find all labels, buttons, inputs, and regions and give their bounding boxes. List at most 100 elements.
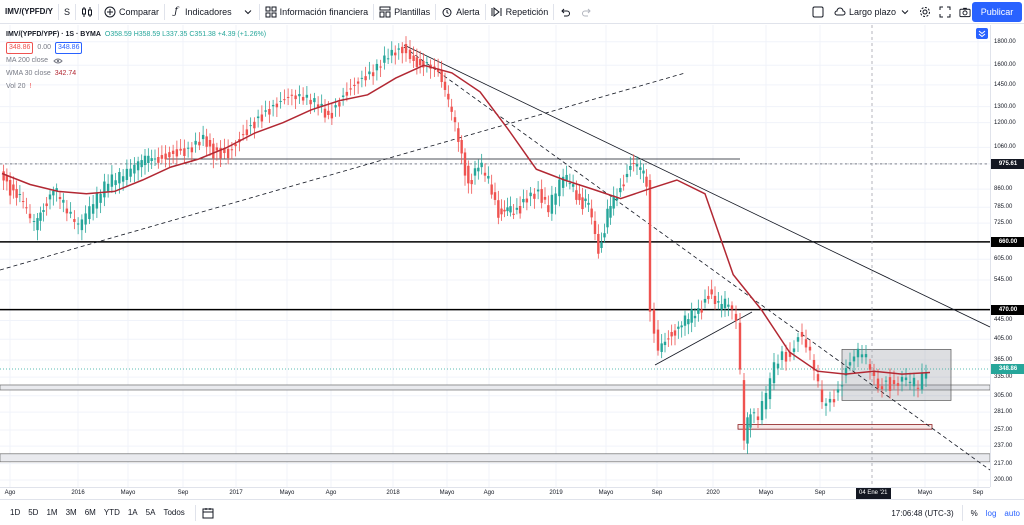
- publish-button[interactable]: Publicar: [972, 2, 1022, 22]
- wma-legend-row[interactable]: WMA 30 close 342.74: [6, 67, 266, 80]
- candle-body: [88, 206, 91, 220]
- buy-button[interactable]: 348.86: [55, 41, 83, 54]
- candle-body: [91, 204, 95, 214]
- range-button[interactable]: 1M: [46, 508, 58, 517]
- candle-body: [756, 416, 760, 421]
- candle-body: [856, 348, 860, 358]
- chart-type-button[interactable]: [76, 0, 98, 24]
- bottom-zone: [0, 453, 990, 463]
- crosshair-date-label: 04 Ene '21: [856, 488, 891, 499]
- plus-circle-icon: [104, 6, 116, 18]
- candle-body: [175, 149, 179, 157]
- undo-button[interactable]: [554, 0, 576, 24]
- vol-label: Vol 20: [6, 83, 26, 90]
- candle-body: [547, 205, 550, 213]
- price-chart[interactable]: [0, 25, 990, 487]
- price-tick-label: 200.00: [994, 476, 1013, 483]
- symbol-search-button[interactable]: IMV/(YPFD/Y: [0, 0, 58, 24]
- candle-body: [32, 220, 36, 222]
- camera-icon[interactable]: [959, 6, 971, 18]
- log-toggle[interactable]: log: [985, 508, 997, 518]
- price-tick-label: 785.00: [994, 204, 1013, 211]
- range-button[interactable]: 5D: [28, 508, 39, 517]
- chart-legend: IMV/(YPFD/YPF) · 1S · BYMA O358.59 H358.…: [6, 28, 266, 93]
- function-icon: ƒ: [174, 6, 178, 17]
- price-tick-label: 1060.00: [994, 144, 1016, 151]
- candle-body: [742, 380, 746, 441]
- candle-body: [784, 351, 788, 362]
- clock-label[interactable]: 17:06:48 (UTC-3): [891, 508, 954, 518]
- candle-body: [522, 198, 525, 203]
- range-button[interactable]: Todos: [163, 508, 185, 517]
- goto-date-icon[interactable]: [202, 507, 214, 519]
- financials-button[interactable]: Información financiera: [260, 0, 374, 24]
- candle-body: [619, 187, 622, 193]
- candle-body: [900, 376, 904, 382]
- candle-body: [518, 206, 522, 214]
- candle-body: [904, 377, 908, 381]
- redo-button[interactable]: [576, 0, 598, 24]
- compare-button[interactable]: Comparar: [99, 0, 164, 24]
- indicators-dropdown[interactable]: [237, 0, 259, 24]
- time-axis[interactable]: Ago 2016 Mayo Sep 2017 Mayo Ago 2018 Mayo Ago 2019…: [0, 487, 990, 499]
- candle-body: [234, 144, 237, 147]
- undo-icon: [559, 6, 571, 18]
- toolbar-divider: [58, 3, 60, 20]
- candle-body: [249, 125, 252, 127]
- fullscreen-icon[interactable]: [939, 6, 951, 18]
- toolbar-divider: [484, 3, 486, 20]
- candle-body: [443, 81, 447, 90]
- percent-toggle[interactable]: %: [970, 508, 978, 518]
- chevron-down-icon: [899, 6, 911, 18]
- spread-value: 0.00: [37, 44, 52, 51]
- candle-body: [223, 148, 226, 154]
- range-button[interactable]: 3M: [65, 508, 77, 517]
- sell-button[interactable]: 348.86: [6, 41, 34, 54]
- candle-body: [540, 189, 543, 203]
- candle-body: [256, 116, 260, 119]
- candle-body: [710, 289, 713, 295]
- range-button[interactable]: 6M: [84, 508, 96, 517]
- replay-button[interactable]: Repetición: [486, 0, 554, 24]
- candle-body: [888, 377, 892, 391]
- chart-options-button[interactable]: [976, 28, 988, 39]
- warning-icon[interactable]: !: [29, 83, 32, 90]
- candle-body: [157, 157, 160, 163]
- fullscreen-checkbox-icon[interactable]: [812, 6, 824, 18]
- eye-icon[interactable]: [52, 55, 64, 67]
- candle-body: [412, 55, 415, 61]
- candle-body: [752, 412, 756, 414]
- indicators-button[interactable]: ƒ Indicadores: [165, 0, 237, 24]
- range-button[interactable]: 1A: [127, 508, 138, 517]
- candle-body: [341, 95, 345, 97]
- gear-icon[interactable]: [919, 6, 931, 18]
- auto-toggle[interactable]: auto: [1004, 508, 1020, 518]
- alert-button[interactable]: Alerta: [436, 0, 485, 24]
- dashed-downtrend-line: [403, 46, 990, 471]
- support-zone: [0, 384, 990, 391]
- candle-body: [840, 385, 844, 387]
- candle-body: [65, 208, 69, 214]
- interval-button[interactable]: S: [59, 0, 75, 24]
- legend-title[interactable]: IMV/(YPFD/YPF) · 1S · BYMA: [6, 31, 101, 38]
- candle-body: [390, 49, 393, 56]
- layout-label: Largo plazo: [849, 7, 897, 17]
- candle-body: [114, 180, 117, 186]
- price-axis[interactable]: 1800.00 1600.00 1450.00 1300.00 1200.00 1060.…: [990, 25, 1024, 487]
- candle-body: [320, 103, 323, 107]
- candle-body: [353, 84, 356, 87]
- candle-body: [58, 196, 62, 200]
- compare-label: Comparar: [119, 6, 160, 17]
- candle-body: [190, 147, 194, 153]
- range-button[interactable]: 1D: [10, 508, 21, 517]
- ma-legend-row[interactable]: MA 200 close: [6, 54, 266, 67]
- financials-label: Información financiera: [279, 6, 369, 17]
- candle-body: [69, 211, 72, 214]
- vol-legend-row[interactable]: Vol 20 !: [6, 80, 266, 93]
- templates-button[interactable]: Plantillas: [374, 0, 435, 24]
- range-button[interactable]: YTD: [103, 508, 120, 517]
- range-button[interactable]: 5A: [145, 508, 156, 517]
- price-tick-label: 217.00: [994, 460, 1013, 467]
- layout-button[interactable]: Largo plazo: [832, 0, 913, 24]
- candle-body: [379, 66, 382, 68]
